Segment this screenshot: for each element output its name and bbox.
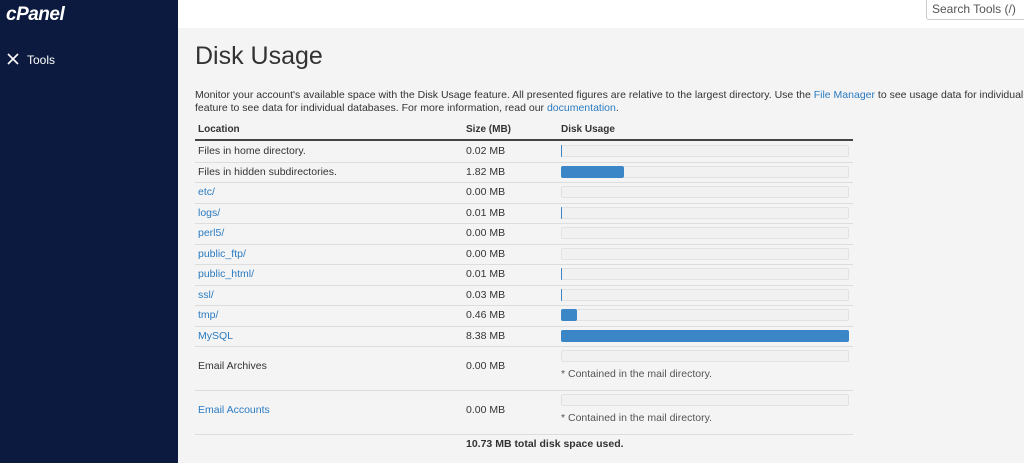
- row-rule: [195, 161, 853, 163]
- row-rule: [195, 390, 853, 391]
- top-bar: [178, 0, 1024, 28]
- bar-track: [561, 145, 849, 157]
- size: 1.82 MB: [466, 165, 506, 178]
- location-link[interactable]: MySQL: [198, 329, 234, 342]
- location-link[interactable]: ssl/: [198, 288, 214, 301]
- row-rule: [195, 264, 853, 265]
- usage-bar: [561, 165, 624, 178]
- search-box[interactable]: Search Tools (/): [926, 0, 1024, 20]
- location-link[interactable]: logs/: [198, 206, 221, 219]
- size: 0.03 MB: [466, 288, 506, 301]
- size: 0.02 MB: [466, 145, 506, 157]
- row-rule: [195, 284, 853, 286]
- usage-bar: [561, 145, 562, 157]
- size: 0.00 MB: [466, 227, 506, 239]
- row-rule: [195, 243, 853, 245]
- location: Email Archives: [198, 360, 267, 372]
- size: 0.00 MB: [466, 360, 506, 372]
- logo[interactable]: cPanel: [6, 4, 65, 25]
- bar-track: [561, 309, 849, 321]
- size: 0.01 MB: [466, 206, 506, 219]
- bar-track: [561, 206, 849, 219]
- location: Files in home directory.: [198, 145, 306, 157]
- row-rule: [195, 223, 853, 224]
- size: 8.38 MB: [466, 329, 506, 342]
- bar-track: [561, 268, 849, 280]
- location-link[interactable]: public_html/: [198, 268, 255, 280]
- link[interactable]: documentation: [546, 101, 616, 114]
- bar-track: [561, 186, 849, 198]
- note: * Contained in the mail directory.: [561, 368, 712, 380]
- text: Monitor your account's available space w…: [195, 89, 814, 101]
- usage-bar: [561, 288, 563, 301]
- size: 0.01 MB: [466, 268, 506, 280]
- text: .: [615, 101, 619, 114]
- size: 0.46 MB: [466, 309, 506, 321]
- bar-track: [561, 227, 849, 239]
- bar-track: [561, 288, 849, 301]
- row-rule: [195, 325, 853, 327]
- column-header: Disk Usage: [561, 124, 615, 135]
- column-header: Location: [198, 124, 240, 135]
- note: * Contained in the mail directory.: [561, 412, 712, 424]
- row-rule: [195, 182, 853, 183]
- location-link[interactable]: tmp/: [198, 309, 219, 321]
- link[interactable]: File Manager: [813, 89, 875, 101]
- row-rule: [195, 305, 853, 306]
- sidebar: cPanel Tools: [0, 0, 178, 463]
- location: Files in hidden subdirectories.: [198, 165, 337, 178]
- location-link[interactable]: public_ftp/: [198, 247, 246, 260]
- bar-track: [561, 394, 849, 406]
- header-rule: [195, 139, 853, 141]
- nav-item[interactable]: Tools: [27, 53, 56, 67]
- bar-track: [561, 247, 849, 260]
- tools-icon: [7, 53, 19, 65]
- page-title: Disk Usage: [195, 42, 323, 70]
- row-rule: [195, 346, 853, 347]
- usage-bar: [561, 329, 849, 342]
- location-link[interactable]: Email Accounts: [198, 404, 270, 416]
- size: 0.00 MB: [466, 247, 506, 260]
- row-rule: [195, 434, 853, 435]
- row-rule: [195, 202, 853, 204]
- description: Monitor your account's available space w…: [195, 89, 1024, 114]
- text: feature to see data for individual datab…: [195, 101, 547, 114]
- size: 0.00 MB: [466, 186, 506, 198]
- usage-bar: [561, 309, 577, 321]
- column-header: Size (MB): [466, 124, 511, 135]
- location-link[interactable]: etc/: [198, 186, 215, 198]
- total: 10.73 MB total disk space used.: [466, 438, 624, 450]
- location-link[interactable]: perl5/: [198, 227, 225, 239]
- bar-track: [561, 350, 849, 362]
- size: 0.00 MB: [466, 404, 506, 416]
- text: to see usage data for individual files a…: [877, 89, 1024, 101]
